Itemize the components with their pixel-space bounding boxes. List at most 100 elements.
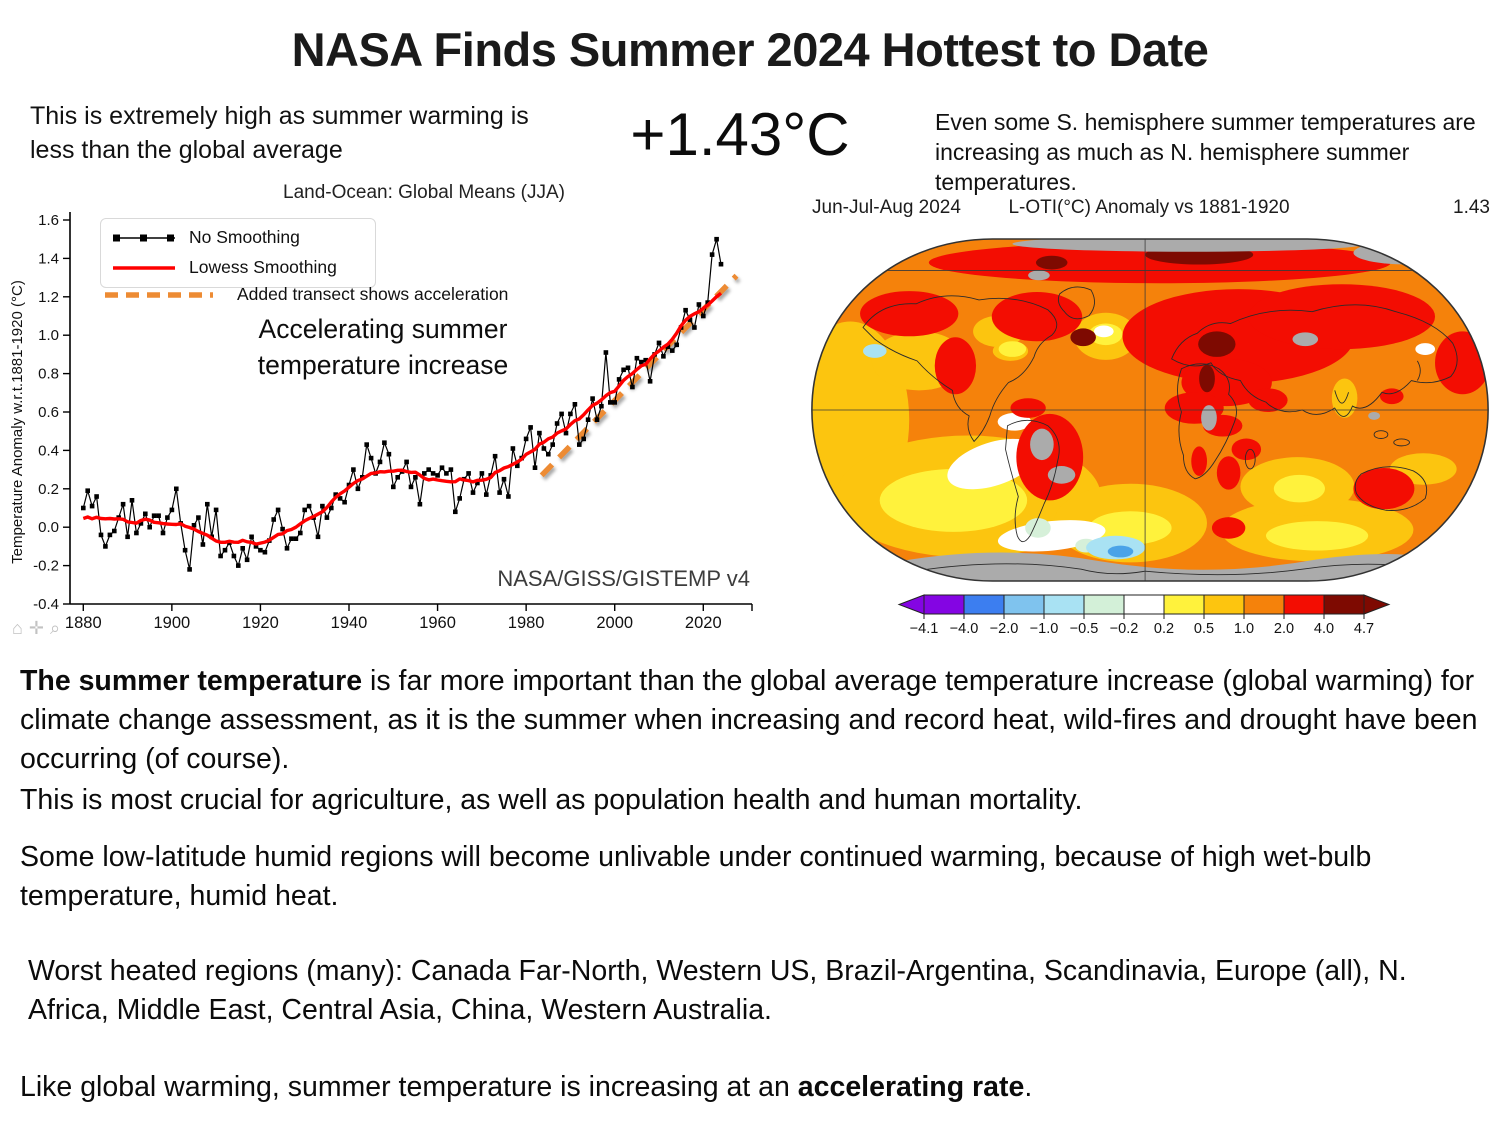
data-point-marker: [258, 547, 263, 553]
headline-anomaly-value: +1.43°C: [630, 101, 850, 168]
data-point-marker: [572, 402, 578, 407]
y-tick-label: -0.2: [33, 558, 59, 575]
chart-source-label: NASA/GISS/GISTEMP v4: [497, 566, 750, 591]
data-point-marker: [554, 421, 560, 426]
data-point-marker: [599, 403, 604, 409]
y-axis-label: Temperature Anomaly w.r.t.1881-1920 (°C): [9, 280, 26, 564]
data-point-marker: [683, 307, 688, 313]
x-tick-label: 2020: [685, 614, 722, 632]
paragraph-accelerating: Like global warming, summer temperature …: [20, 1068, 1482, 1107]
map-header: Jun-Jul-Aug 2024 L-OTI(°C) Anomaly vs 18…: [804, 197, 1494, 223]
data-point-marker: [621, 367, 626, 373]
data-point-marker: [670, 348, 675, 353]
colorbar-tick-label: −1.0: [1030, 621, 1059, 637]
colorbar-segment: [1243, 594, 1285, 615]
data-point-marker: [701, 313, 706, 319]
data-point-marker: [692, 325, 697, 330]
map-date-label: Jun-Jul-Aug 2024: [812, 197, 961, 218]
data-point-marker: [718, 261, 724, 267]
data-point-marker: [85, 488, 90, 493]
data-point-marker: [612, 400, 617, 405]
data-point-marker: [165, 515, 170, 520]
colorbar-segment: [1043, 594, 1085, 615]
data-point-marker: [240, 546, 245, 551]
colorbar-segment: [1283, 594, 1325, 615]
data-point-marker: [439, 465, 445, 470]
data-point-marker: [563, 430, 569, 436]
data-point-marker: [324, 515, 330, 520]
data-point-marker: [156, 513, 161, 518]
colorbar-segment: [963, 594, 1005, 615]
data-point-marker: [515, 463, 520, 469]
data-point-marker: [625, 365, 631, 371]
legend-label: No Smoothing: [189, 227, 300, 247]
data-point-marker: [585, 417, 591, 422]
data-point-marker: [249, 534, 254, 540]
data-point-marker: [244, 557, 250, 563]
colorbar-segment: [1163, 594, 1205, 615]
lowess-swatch-icon: [113, 265, 175, 270]
data-point-marker: [222, 547, 228, 553]
colorbar-tick-label: −4.0: [950, 621, 979, 637]
data-point-marker: [107, 532, 113, 538]
x-tick-label: 2000: [596, 614, 633, 632]
text-run: Some low-latitude humid regions will bec…: [20, 841, 1372, 913]
data-point-marker: [191, 523, 197, 528]
data-point-marker: [364, 442, 369, 447]
colorbar-left-arrow: [897, 594, 925, 615]
data-point-marker: [112, 528, 117, 534]
data-point-marker: [404, 459, 409, 465]
colorbar-tick-label: 2.0: [1274, 621, 1294, 637]
data-point-marker: [280, 526, 285, 532]
no-smoothing-swatch-icon: [113, 234, 175, 241]
data-point-marker: [284, 546, 290, 551]
colorbar-tick-label: 0.2: [1154, 621, 1174, 637]
home-icon[interactable]: ⌂: [12, 618, 23, 638]
data-point-marker: [120, 501, 126, 507]
pan-icon[interactable]: ✛: [28, 618, 44, 638]
colorbar-segment: [1123, 594, 1165, 615]
data-point-marker: [134, 530, 139, 536]
right-note: Even some S. hemisphere summer temperatu…: [935, 109, 1476, 195]
data-point-marker: [147, 524, 152, 530]
data-point-marker: [174, 486, 179, 492]
data-point-marker: [470, 490, 476, 495]
data-point-marker: [377, 459, 383, 465]
data-point-marker: [213, 507, 219, 513]
colorbar-tick-label: −4.1: [910, 621, 939, 637]
data-point-marker: [205, 501, 210, 507]
data-point-marker: [523, 436, 529, 442]
data-point-marker: [275, 507, 281, 513]
data-point-marker: [253, 544, 259, 549]
anomaly-map-panel: Jun-Jul-Aug 2024 L-OTI(°C) Anomaly vs 18…: [800, 195, 1498, 660]
data-point-marker: [151, 513, 157, 518]
data-point-marker: [608, 400, 613, 405]
data-point-marker: [302, 507, 307, 513]
data-point-marker: [196, 515, 201, 520]
x-tick-label: 1960: [419, 614, 456, 632]
data-point-marker: [125, 534, 130, 540]
data-point-marker: [714, 236, 719, 242]
data-point-marker: [422, 471, 427, 476]
data-point-marker: [506, 494, 511, 499]
data-point-marker: [386, 451, 392, 457]
y-tick-label: 0.2: [38, 481, 59, 498]
chart-plot-area[interactable]: Temperature Anomaly w.r.t.1881-1920 (°C)…: [8, 206, 770, 656]
data-point-marker: [138, 521, 144, 526]
data-point-marker: [293, 536, 299, 541]
data-point-marker: [160, 530, 166, 536]
data-point-marker: [541, 446, 547, 451]
colorbar-tick-label: −0.2: [1110, 621, 1139, 637]
data-point-marker: [634, 355, 640, 361]
data-point-marker: [643, 357, 648, 363]
text-run: This is most crucial for agriculture, as…: [20, 784, 1083, 817]
legend-label: Added transect shows acceleration: [237, 284, 509, 304]
data-point-marker: [320, 503, 325, 509]
data-point-marker: [559, 411, 564, 417]
data-point-marker: [696, 302, 702, 307]
paragraph-worst-regions: Worst heated regions (many): Canada Far-…: [20, 952, 1482, 1030]
text-run: Worst heated regions (many): Canada Far-…: [28, 955, 1407, 1027]
zoom-icon[interactable]: ⌕: [49, 618, 61, 638]
data-point-marker: [289, 536, 294, 541]
data-point-marker: [453, 509, 458, 515]
